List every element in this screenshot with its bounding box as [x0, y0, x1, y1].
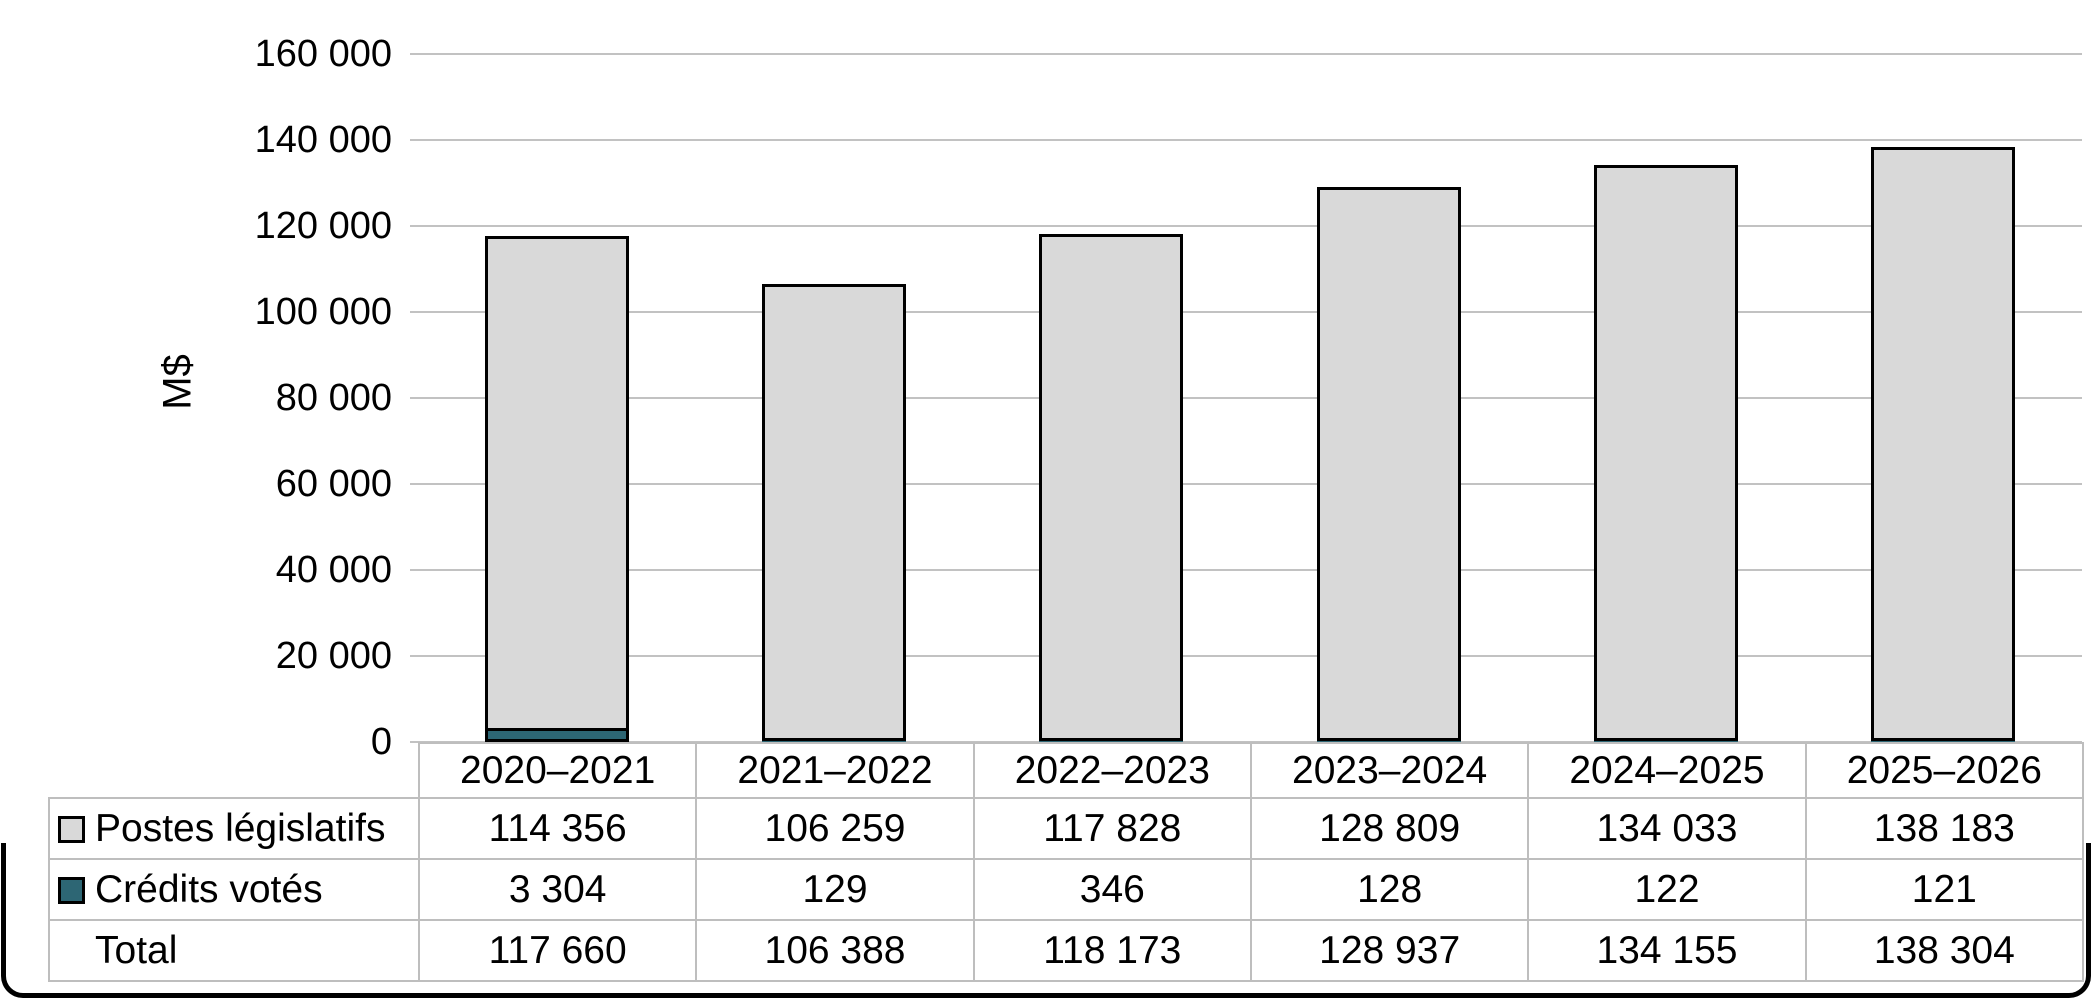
bar-segment-credits-votes: [762, 741, 906, 742]
legend-label: Total: [95, 928, 178, 972]
bar-segment-credits-votes: [1317, 741, 1461, 742]
gridline: [410, 225, 2082, 227]
y-tick-label: 20 000: [275, 635, 392, 677]
gridline: [410, 139, 2082, 141]
y-tick-label: 100 000: [254, 291, 392, 333]
gridline: [410, 655, 2082, 657]
category-header-cell: 2025–2026: [1804, 742, 2084, 799]
legend-cell-total: Total: [48, 919, 420, 982]
value-cell: 106 259: [695, 797, 975, 860]
category-header-cell: 2023–2024: [1249, 742, 1530, 799]
total-cell: 134 155: [1527, 919, 1807, 982]
bar-segment-postes-legislatifs: [485, 236, 629, 731]
bar-segment-postes-legislatifs: [762, 284, 906, 741]
legend-label: Crédits votés: [95, 867, 323, 911]
gridline: [410, 311, 2082, 313]
data-table: 2020–2021 2021–2022 2022–2023 2023–2024 2024…: [48, 742, 2084, 982]
gridline: [410, 397, 2082, 399]
y-tick-label: 40 000: [275, 549, 392, 591]
total-cell: 128 937: [1249, 919, 1530, 982]
total-cell: 118 173: [972, 919, 1252, 982]
y-tick-label: 140 000: [254, 119, 392, 161]
gridline: [410, 569, 2082, 571]
y-tick-label: 60 000: [275, 463, 392, 505]
bar-segment-credits-votes: [1594, 741, 1738, 742]
legend-swatch-credits: [58, 876, 85, 904]
legend-cell-credits-votes: Crédits votés: [48, 858, 420, 921]
y-axis: 160 000 140 000 120 000 100 000 80 000 60 000…: [0, 0, 392, 790]
gridline: [410, 53, 2082, 55]
category-header-cell: 2021–2022: [695, 742, 975, 799]
value-cell: 134 033: [1527, 797, 1807, 860]
gridline: [410, 483, 2082, 485]
y-tick-label: 80 000: [275, 377, 392, 419]
data-table-body: 2020–2021 2021–2022 2022–2023 2023–2024 2024…: [48, 742, 2084, 982]
bar-segment-credits-votes: [1871, 741, 2015, 742]
total-cell: 106 388: [695, 919, 975, 982]
data-table-wrap: 2020–2021 2021–2022 2022–2023 2023–2024 2024…: [48, 742, 2084, 982]
y-tick-label: 160 000: [254, 33, 392, 75]
legend-label: Postes législatifs: [95, 806, 386, 850]
value-cell: 122: [1527, 858, 1807, 921]
legend-cell-postes-legislatifs: Postes législatifs: [48, 797, 420, 860]
value-cell: 3 304: [417, 858, 698, 921]
value-cell: 121: [1804, 858, 2084, 921]
value-cell: 128 809: [1249, 797, 1530, 860]
bar-segment-postes-legislatifs: [1871, 147, 2015, 741]
value-cell: 128: [1249, 858, 1530, 921]
y-axis-title: M$: [155, 354, 200, 410]
value-cell: 138 183: [1804, 797, 2084, 860]
category-header-cell: 2020–2021: [417, 742, 698, 799]
y-tick-label: 0: [370, 721, 392, 763]
bar-segment-postes-legislatifs: [1039, 234, 1183, 741]
value-cell: 114 356: [417, 797, 698, 860]
bar-segment-credits-votes: [1039, 741, 1183, 742]
total-cell: 138 304: [1804, 919, 2084, 982]
legend-swatch-postes: [58, 815, 85, 843]
bar-segment-postes-legislatifs: [1594, 165, 1738, 741]
value-cell: 117 828: [972, 797, 1252, 860]
category-header-cell: 2022–2023: [972, 742, 1252, 799]
y-tick-label: 120 000: [254, 205, 392, 247]
category-header-cell: 2024–2025: [1527, 742, 1807, 799]
bar-segment-postes-legislatifs: [1317, 187, 1461, 741]
value-cell: 129: [695, 858, 975, 921]
table-corner-cell: [49, 743, 419, 798]
total-cell: 117 660: [417, 919, 698, 982]
x-axis-line: [410, 741, 2082, 743]
plot-area: [410, 53, 2082, 743]
value-cell: 346: [972, 858, 1252, 921]
